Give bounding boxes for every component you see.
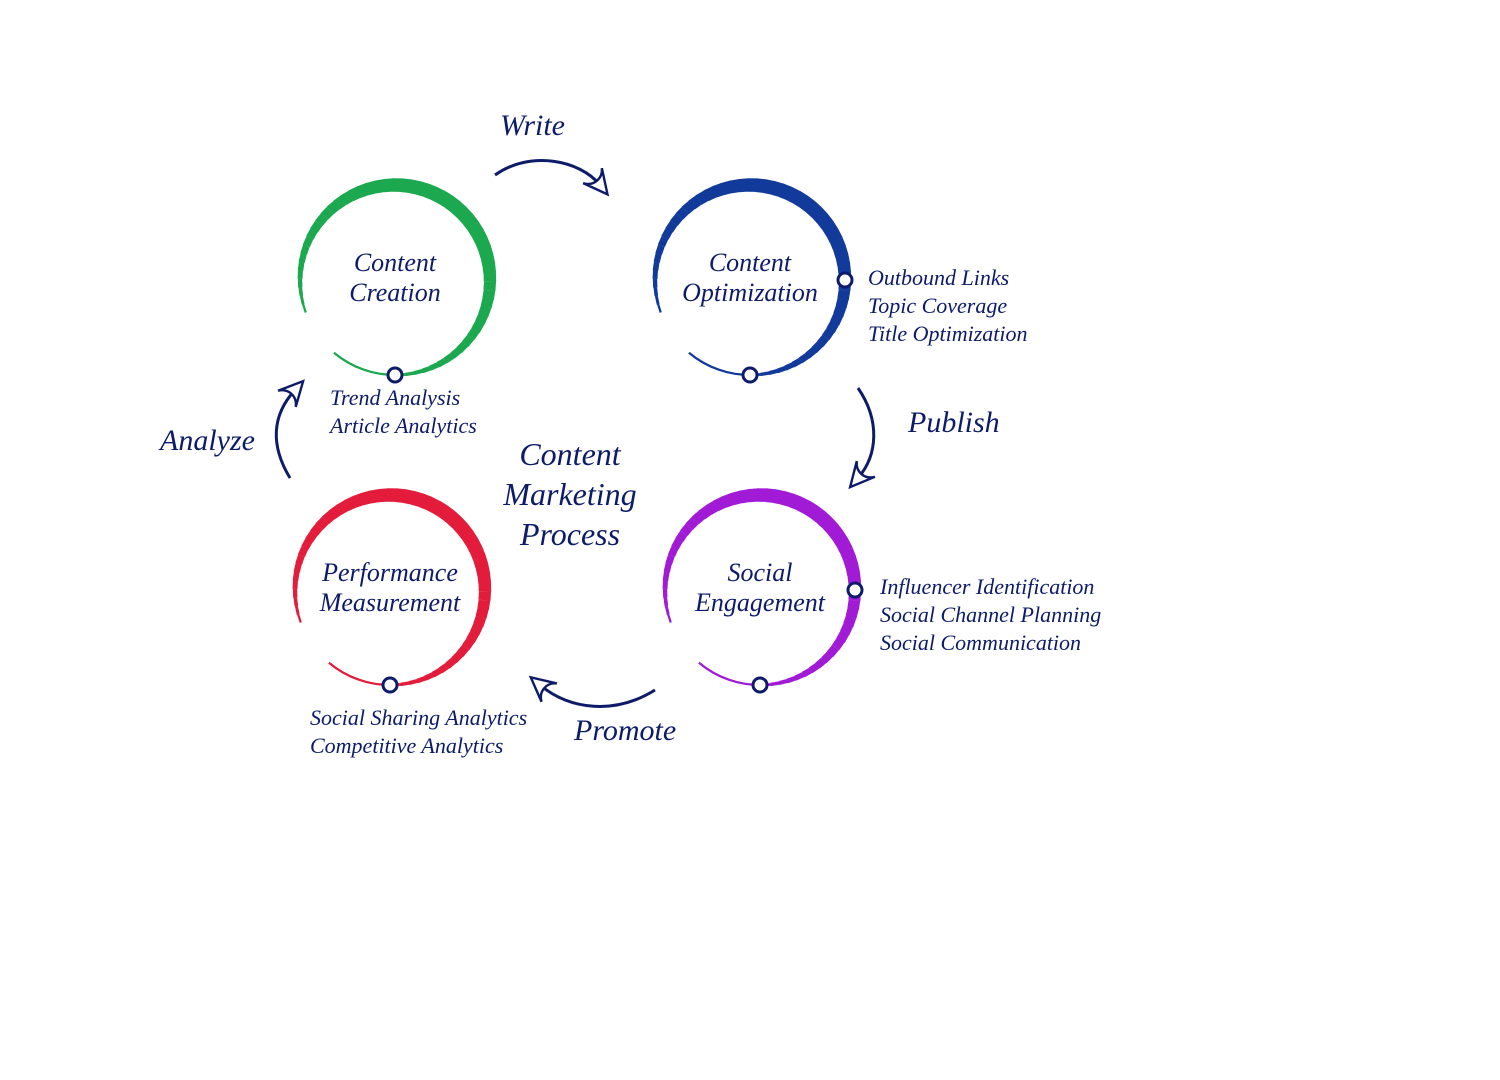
center-title-line-2: Process [519,516,620,552]
arrow-label-write: Write [500,109,565,142]
ring-dot-engagement [753,678,767,692]
arrow-analyze: Analyze [158,390,295,478]
node-detail-measurement-0: Social Sharing Analytics [310,705,527,730]
arrow-path-analyze [276,390,295,478]
ring-dot-right-optimization [838,273,852,287]
node-label-engagement-1: Engagement [694,588,826,617]
center-title-line-0: Content [519,436,621,472]
node-detail-engagement-1: Social Channel Planning [880,602,1101,627]
node-measurement: PerformanceMeasurement Social Sharing Ana… [293,488,528,758]
node-label-optimization-1: Optimization [682,278,818,307]
node-label-creation-0: Content [354,248,437,277]
node-detail-engagement-2: Social Communication [880,630,1081,655]
node-detail-optimization-1: Topic Coverage [868,293,1007,318]
arrow-path-write [495,161,600,185]
arrow-label-publish: Publish [907,406,1000,439]
node-detail-creation-1: Article Analytics [328,413,477,438]
node-optimization: ContentOptimization Outbound Links Topic C… [653,178,1028,382]
node-detail-measurement-1: Competitive Analytics [310,733,503,758]
node-label-measurement-0: Performance [321,558,458,587]
node-detail-engagement-0: Influencer Identification [879,574,1094,599]
arrow-path-promote [540,685,655,706]
arrow-promote: Promote [540,685,676,747]
center-title-line-1: Marketing [502,476,636,512]
ring-dot-creation [388,368,402,382]
node-label-creation-1: Creation [349,278,440,307]
arrow-path-publish [858,388,874,478]
arrow-publish: Publish [858,388,1000,478]
ring-dot-measurement [383,678,397,692]
content-marketing-cycle-diagram: ContentMarketingProcessContentCreationTr… [0,0,1500,1080]
ring-dot-optimization [743,368,757,382]
node-engagement: SocialEngagement Influencer Identificatio… [663,488,1102,692]
arrow-label-promote: Promote [573,714,676,747]
ring-dot-right-engagement [848,583,862,597]
node-label-engagement-0: Social [728,558,793,587]
node-label-optimization-0: Content [709,248,792,277]
node-label-measurement-1: Measurement [319,588,461,617]
node-detail-creation-0: Trend Analysis [330,385,460,410]
node-detail-optimization-0: Outbound Links [868,265,1009,290]
node-creation: ContentCreation Trend Analysis Article Ana… [298,178,497,438]
node-detail-optimization-2: Title Optimization [868,321,1028,346]
arrow-label-analyze: Analyze [158,424,255,457]
arrow-write: Write [495,109,600,185]
